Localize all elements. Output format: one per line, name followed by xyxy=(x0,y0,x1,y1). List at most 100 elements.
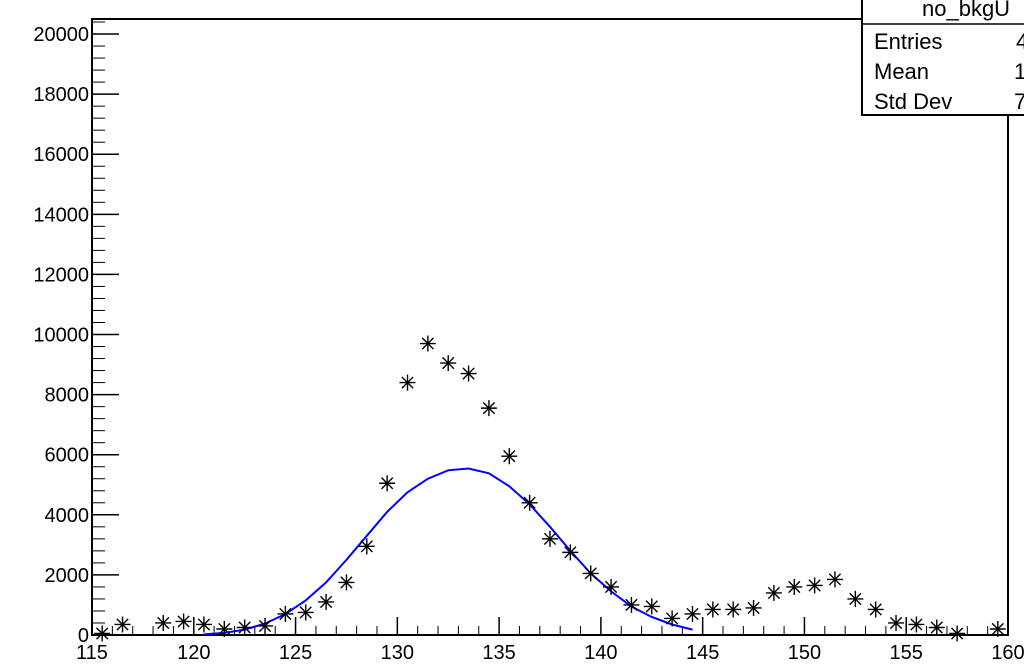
y-tick-label: 2000 xyxy=(45,565,90,587)
data-point-marker xyxy=(460,365,477,382)
data-point-stroke xyxy=(828,573,842,586)
data-point-marker xyxy=(155,614,172,631)
data-point-marker xyxy=(888,614,905,631)
fit-curve xyxy=(203,467,693,636)
y-tick-label: 14000 xyxy=(33,204,89,226)
data-point-stroke xyxy=(727,603,740,616)
stats-label-mean: Mean xyxy=(874,59,929,84)
data-point-stroke xyxy=(279,607,292,621)
data-point-stroke xyxy=(665,612,679,625)
x-tick-label: 155 xyxy=(890,642,923,664)
data-point-marker xyxy=(379,475,396,492)
data-point-stroke xyxy=(299,606,312,619)
stats-value-mean: 1 xyxy=(1014,59,1024,84)
data-point-stroke xyxy=(523,496,536,509)
data-point-marker xyxy=(257,617,274,634)
data-point-stroke xyxy=(340,576,353,589)
data-point-marker xyxy=(847,590,864,607)
data-point-marker xyxy=(623,596,640,613)
data-point-marker xyxy=(338,574,355,591)
stats-box-frame xyxy=(861,0,1024,116)
y-tick-label: 10000 xyxy=(33,325,89,347)
data-point-marker xyxy=(318,593,335,610)
y-tick-label: 12000 xyxy=(33,264,89,286)
data-point-stroke xyxy=(625,598,638,612)
data-point-stroke xyxy=(788,580,801,594)
data-point-marker xyxy=(501,448,518,465)
data-point-marker xyxy=(419,335,436,352)
data-point-marker xyxy=(643,598,660,615)
data-point-marker xyxy=(297,604,314,621)
stats-box-title: no_bkgU xyxy=(922,0,1010,21)
data-point-marker xyxy=(826,571,843,588)
data-point-stroke xyxy=(503,450,516,463)
data-point-marker xyxy=(440,355,457,372)
data-point-marker xyxy=(480,400,497,417)
stats-box: no_bkgU Entries 4 Mean 1 Std Dev 7 xyxy=(861,0,1024,116)
data-point-marker xyxy=(521,494,538,511)
data-point-stroke xyxy=(747,601,760,615)
data-point-marker xyxy=(195,616,212,633)
data-point-marker xyxy=(949,625,966,642)
data-point-marker xyxy=(94,625,111,642)
data-point-stroke xyxy=(116,618,129,631)
stats-value-std-dev: 7 xyxy=(1014,89,1024,114)
data-point-stroke xyxy=(442,356,455,370)
data-point-stroke xyxy=(950,627,964,640)
data-point-stroke xyxy=(319,595,333,609)
data-point-marker xyxy=(277,605,294,622)
data-point-marker xyxy=(175,613,192,630)
data-point-marker xyxy=(562,544,579,561)
data-point-stroke xyxy=(584,567,597,580)
fit-curve-layer xyxy=(203,467,693,636)
data-point-stroke xyxy=(381,477,394,490)
x-tick-label: 135 xyxy=(482,642,515,664)
data-point-marker xyxy=(582,565,599,582)
data-point-stroke xyxy=(869,603,882,616)
data-point-marker xyxy=(603,578,620,595)
data-point-marker xyxy=(908,616,925,633)
data-point-stroke xyxy=(462,367,475,380)
y-tick-label: 4000 xyxy=(45,505,90,527)
y-tick-label: 16000 xyxy=(33,144,89,166)
x-tick-label: 130 xyxy=(381,642,414,664)
data-point-marker xyxy=(399,374,416,391)
data-point-marker xyxy=(684,605,701,622)
data-point-stroke xyxy=(808,579,821,592)
data-point-marker xyxy=(704,601,721,618)
y-tick-label: 6000 xyxy=(45,445,90,467)
x-tick-label: 145 xyxy=(686,642,719,664)
data-point-stroke xyxy=(218,622,231,636)
data-point-marker xyxy=(664,610,681,627)
data-point-stroke xyxy=(889,616,903,630)
data-point-stroke xyxy=(686,607,699,621)
data-point-stroke xyxy=(96,627,109,640)
data-point-stroke xyxy=(238,621,251,634)
data-point-stroke xyxy=(645,600,658,613)
stats-value-entries: 4 xyxy=(1016,29,1024,54)
data-point-marker xyxy=(216,620,233,637)
data-point-marker xyxy=(765,584,782,601)
stats-label-std-dev: Std Dev xyxy=(874,89,952,114)
data-point-marker xyxy=(867,601,884,618)
y-tick-label: 0 xyxy=(78,625,89,647)
data-point-stroke xyxy=(360,540,373,553)
data-point-stroke xyxy=(421,337,435,350)
data-point-marker xyxy=(989,620,1006,637)
y-tick-label: 20000 xyxy=(33,24,89,46)
data-point-stroke xyxy=(930,621,943,634)
data-point-stroke xyxy=(604,580,618,594)
data-point-marker xyxy=(542,530,558,547)
data-point-stroke xyxy=(401,376,414,389)
data-point-stroke xyxy=(564,546,577,559)
data-point-stroke xyxy=(767,586,781,600)
data-point-marker xyxy=(236,619,253,636)
x-tick-label: 120 xyxy=(177,642,210,664)
data-point-stroke xyxy=(910,618,923,631)
data-point-marker xyxy=(806,577,823,594)
y-tick-label: 18000 xyxy=(33,84,89,106)
data-point-marker xyxy=(358,538,375,555)
data-point-stroke xyxy=(482,401,496,415)
stats-label-entries: Entries xyxy=(874,29,942,54)
